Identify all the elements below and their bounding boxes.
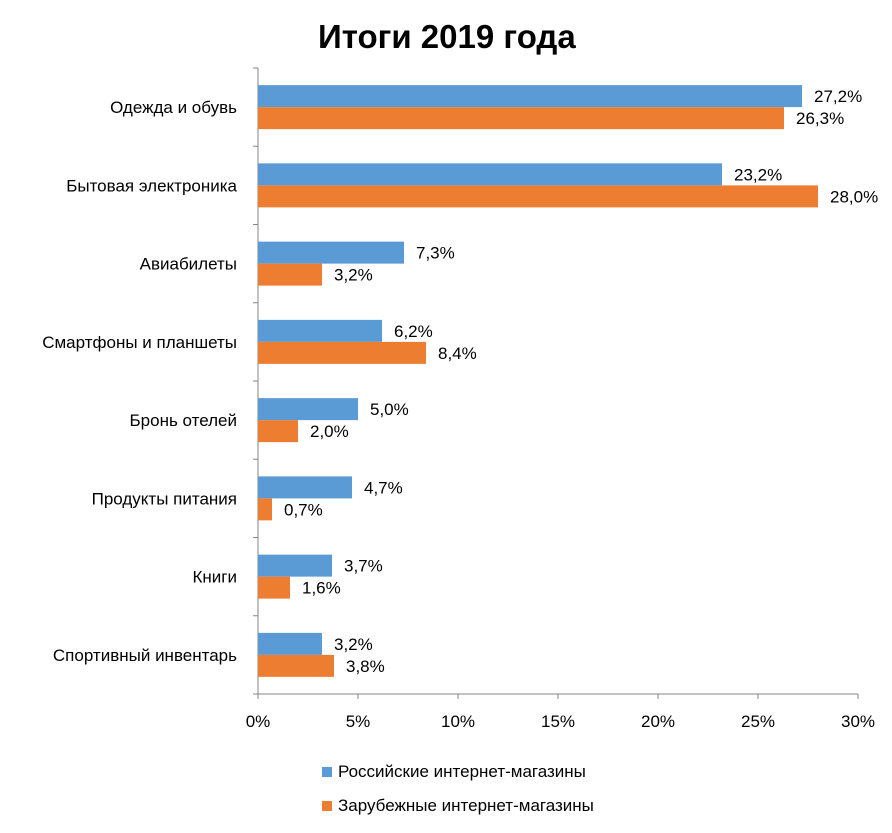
x-tick-label: 30% bbox=[841, 712, 875, 731]
data-label: 8,4% bbox=[438, 344, 477, 363]
data-label: 3,8% bbox=[346, 657, 385, 676]
bar-foreign bbox=[258, 341, 426, 364]
bar-foreign bbox=[258, 185, 818, 208]
bar-russian bbox=[258, 398, 358, 421]
category-label: Смартфоны и планшеты bbox=[42, 333, 237, 352]
data-label: 3,2% bbox=[334, 266, 373, 285]
bar-russian bbox=[258, 85, 802, 108]
bar-russian bbox=[258, 319, 382, 342]
data-label: 0,7% bbox=[284, 500, 323, 519]
bar-russian bbox=[258, 554, 332, 577]
bar-russian bbox=[258, 476, 352, 499]
data-label: 2,0% bbox=[310, 422, 349, 441]
bar-russian bbox=[258, 241, 404, 264]
x-tick-label: 10% bbox=[441, 712, 475, 731]
category-label: Бытовая электроника bbox=[66, 176, 237, 195]
legend-swatch-russian bbox=[322, 767, 332, 777]
legend-label-foreign: Зарубежные интернет-магазины bbox=[338, 796, 594, 815]
bar-foreign bbox=[258, 263, 322, 286]
legend-item-russian: Российские интернет-магазины bbox=[322, 762, 586, 782]
data-label: 5,0% bbox=[370, 400, 409, 419]
bar-russian bbox=[258, 163, 722, 186]
data-label: 27,2% bbox=[814, 87, 862, 106]
bar-foreign bbox=[258, 576, 290, 599]
category-label: Продукты питания bbox=[92, 489, 237, 508]
data-label: 23,2% bbox=[734, 165, 782, 184]
data-label: 1,6% bbox=[302, 579, 341, 598]
x-tick-label: 25% bbox=[741, 712, 775, 731]
data-label: 7,3% bbox=[416, 244, 455, 263]
legend-item-foreign: Зарубежные интернет-магазины bbox=[322, 796, 594, 816]
x-tick-label: 5% bbox=[346, 712, 371, 731]
bar-russian bbox=[258, 632, 322, 655]
data-label: 3,2% bbox=[334, 635, 373, 654]
bar-foreign bbox=[258, 498, 272, 521]
bar-foreign bbox=[258, 654, 334, 677]
chart-title: Итоги 2019 года bbox=[318, 18, 576, 55]
data-label: 28,0% bbox=[830, 187, 878, 206]
bar-foreign bbox=[258, 107, 784, 130]
bar-foreign bbox=[258, 420, 298, 443]
data-label: 4,7% bbox=[364, 478, 403, 497]
category-label: Одежда и обувь bbox=[110, 98, 237, 117]
x-tick-label: 20% bbox=[641, 712, 675, 731]
category-label: Спортивный инвентарь bbox=[53, 646, 237, 665]
category-label: Авиабилеты bbox=[140, 255, 237, 274]
data-label: 26,3% bbox=[796, 109, 844, 128]
data-label: 6,2% bbox=[394, 322, 433, 341]
data-label: 3,7% bbox=[344, 557, 383, 576]
legend-label-russian: Российские интернет-магазины bbox=[338, 762, 586, 781]
x-tick-label: 15% bbox=[541, 712, 575, 731]
x-tick-label: 0% bbox=[246, 712, 271, 731]
category-label: Бронь отелей bbox=[130, 411, 237, 430]
legend-swatch-foreign bbox=[322, 801, 332, 811]
category-label: Книги bbox=[193, 568, 237, 587]
